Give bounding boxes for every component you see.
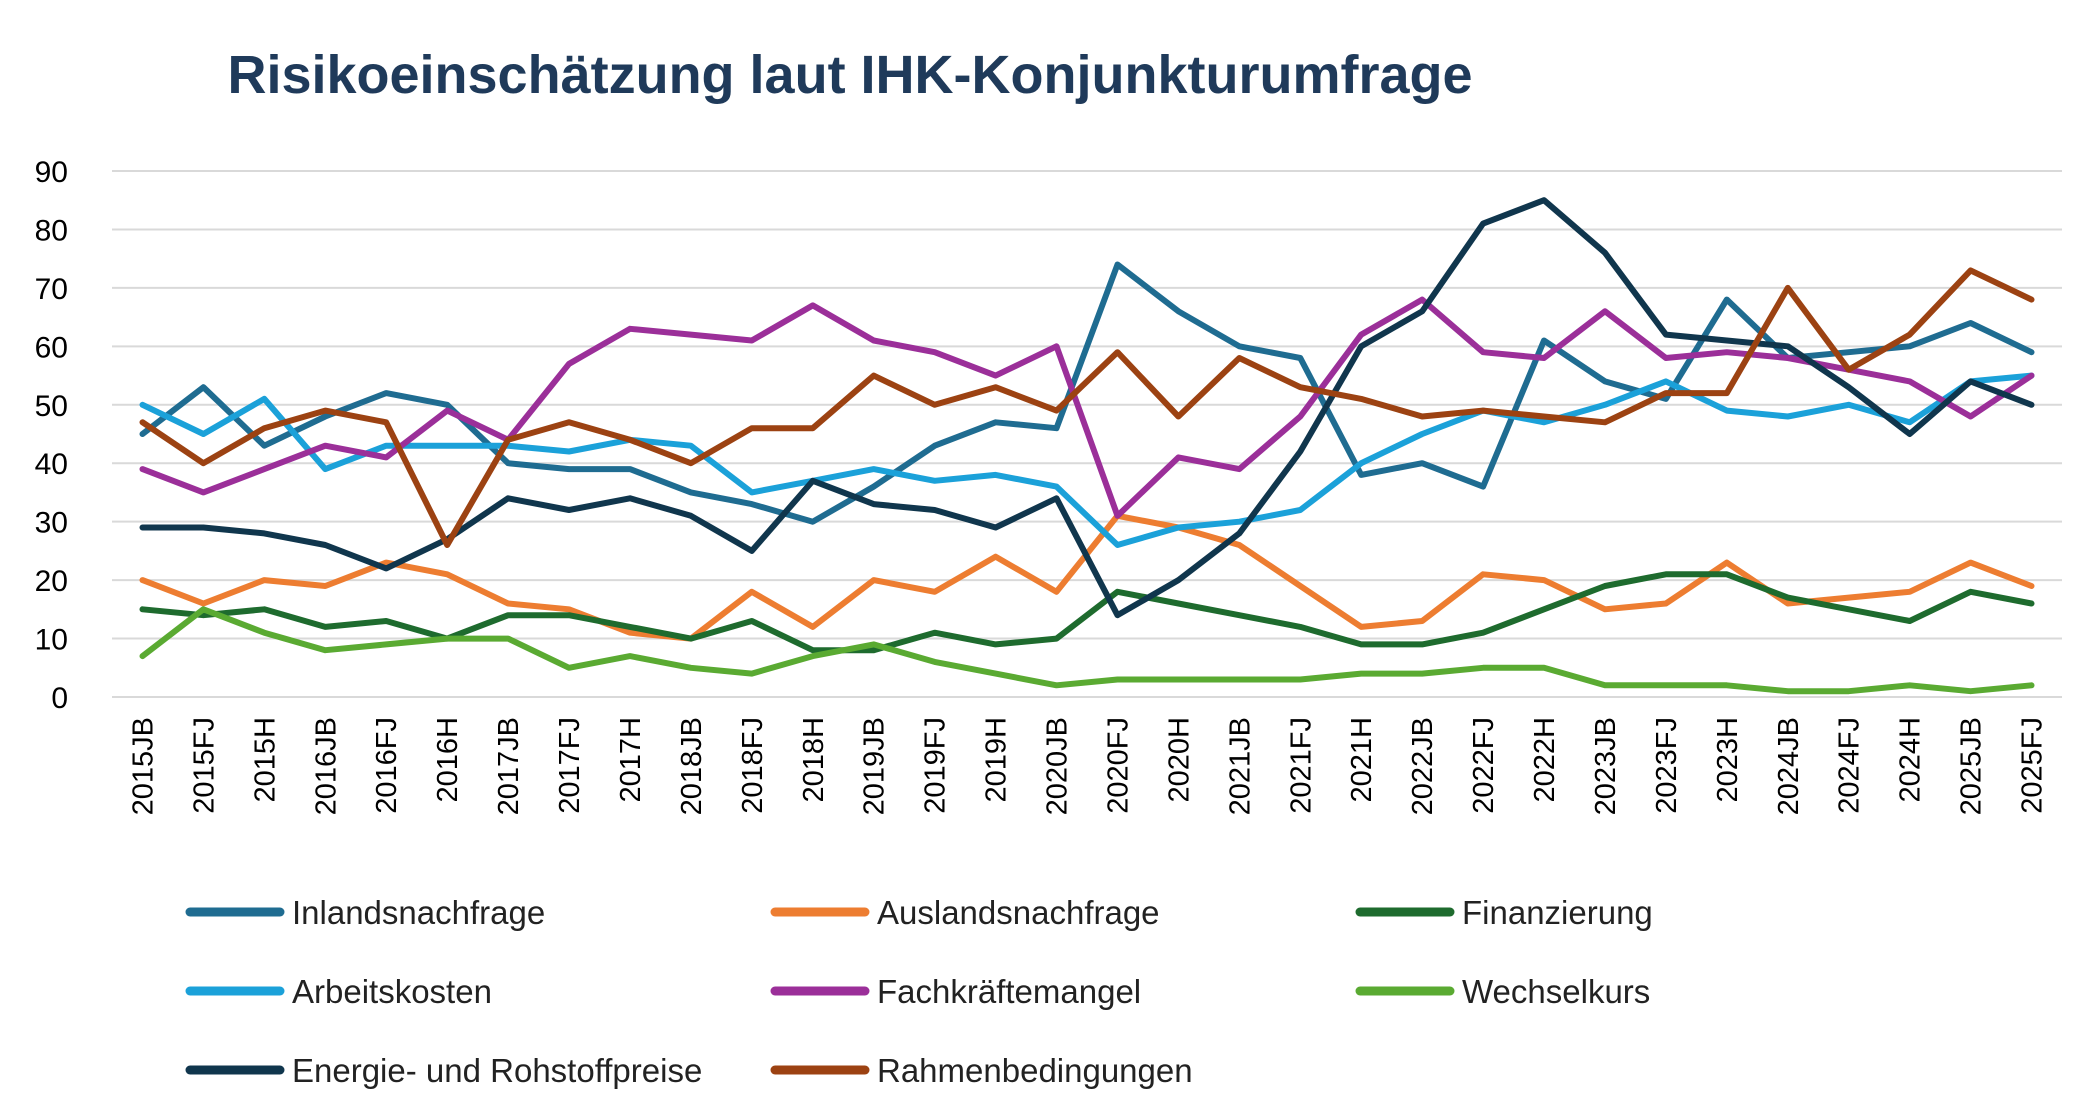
chart-title: Risikoeinschätzung laut IHK-Konjunkturum…	[227, 45, 1473, 105]
series-line-1	[139, 512, 2035, 642]
x-tick-label: 2016FJ	[371, 717, 403, 814]
x-tick-label: 2023FJ	[1651, 717, 1683, 814]
y-tick-label: 10	[35, 624, 68, 657]
x-axis: 2015JB 2015FJ 2015H 2016JB 2016FJ 2016H 2017JB…	[127, 717, 2048, 815]
x-tick-label: 2018JB	[676, 717, 708, 815]
legend-item: Fachkräftemangel	[770, 973, 1141, 1010]
y-axis: 0 10 20 30 40 50 60 70 80 90	[35, 156, 68, 715]
y-tick-label: 60	[35, 331, 68, 364]
series-line-3	[139, 372, 2035, 548]
x-tick-label: 2023JB	[1590, 717, 1622, 815]
y-tick-label: 50	[35, 390, 68, 423]
legend-label: Fachkräftemangel	[877, 973, 1141, 1010]
legend: Inlandsnachfrage Auslandsnachfrage Finanzi…	[185, 894, 1653, 1089]
y-tick-label: 20	[35, 565, 68, 598]
x-tick-label: 2016JB	[310, 717, 342, 815]
gridlines	[112, 170, 2062, 698]
x-tick-label: 2020JB	[1042, 717, 1074, 815]
legend-item: Wechselkurs	[1355, 973, 1650, 1010]
x-tick-label: 2022FJ	[1468, 717, 1500, 814]
series-line-0	[139, 261, 2035, 525]
x-tick-label: 2015JB	[127, 717, 159, 815]
x-tick-label: 2015FJ	[188, 717, 220, 814]
series-line-5	[139, 606, 2035, 695]
x-tick-label: 2024FJ	[1834, 717, 1866, 814]
x-tick-label: 2025JB	[1956, 717, 1988, 815]
x-tick-label: 2017H	[615, 717, 647, 802]
x-tick-label: 2019JB	[859, 717, 891, 815]
x-tick-label: 2024JB	[1773, 717, 1805, 815]
x-tick-label: 2021JB	[1224, 717, 1256, 815]
x-tick-label: 2015H	[249, 717, 281, 802]
legend-item: Auslandsnachfrage	[770, 894, 1160, 931]
x-tick-label: 2021FJ	[1285, 717, 1317, 814]
x-tick-label: 2020FJ	[1102, 717, 1134, 814]
x-tick-label: 2017JB	[493, 717, 525, 815]
legend-item: Arbeitskosten	[185, 973, 492, 1010]
series-line-4	[139, 296, 2035, 519]
x-tick-label: 2018FJ	[737, 717, 769, 814]
x-tick-label: 2021H	[1346, 717, 1378, 802]
legend-item: Energie- und Rohstoffpreise	[185, 1052, 702, 1089]
series-line-6	[139, 197, 2035, 619]
x-tick-label: 2022JB	[1407, 717, 1439, 815]
x-tick-label: 2019FJ	[920, 717, 952, 814]
y-tick-label: 0	[51, 682, 68, 715]
legend-label: Inlandsnachfrage	[292, 894, 545, 931]
x-tick-label: 2019H	[981, 717, 1013, 802]
series-line-7	[139, 267, 2035, 548]
x-tick-label: 2017FJ	[554, 717, 586, 814]
y-tick-label: 40	[35, 448, 68, 481]
legend-label: Energie- und Rohstoffpreise	[292, 1052, 702, 1089]
legend-item: Finanzierung	[1355, 894, 1653, 931]
x-tick-label: 2025FJ	[2017, 717, 2049, 814]
legend-label: Rahmenbedingungen	[877, 1052, 1193, 1089]
x-tick-label: 2020H	[1163, 717, 1195, 802]
legend-item: Rahmenbedingungen	[770, 1052, 1193, 1089]
x-tick-label: 2016H	[432, 717, 464, 802]
y-tick-label: 80	[35, 214, 68, 247]
x-tick-label: 2024H	[1895, 717, 1927, 802]
x-tick-label: 2018H	[798, 717, 830, 802]
y-tick-label: 30	[35, 507, 68, 540]
legend-label: Finanzierung	[1462, 894, 1653, 931]
x-tick-label: 2022H	[1529, 717, 1561, 802]
series-lines	[139, 197, 2035, 695]
legend-label: Wechselkurs	[1462, 973, 1650, 1010]
y-tick-label: 70	[35, 273, 68, 306]
legend-item: Inlandsnachfrage	[185, 894, 545, 931]
x-tick-label: 2023H	[1712, 717, 1744, 802]
y-tick-label: 90	[35, 156, 68, 189]
series-line-2	[139, 571, 2035, 654]
legend-label: Arbeitskosten	[292, 973, 492, 1010]
legend-label: Auslandsnachfrage	[877, 894, 1160, 931]
